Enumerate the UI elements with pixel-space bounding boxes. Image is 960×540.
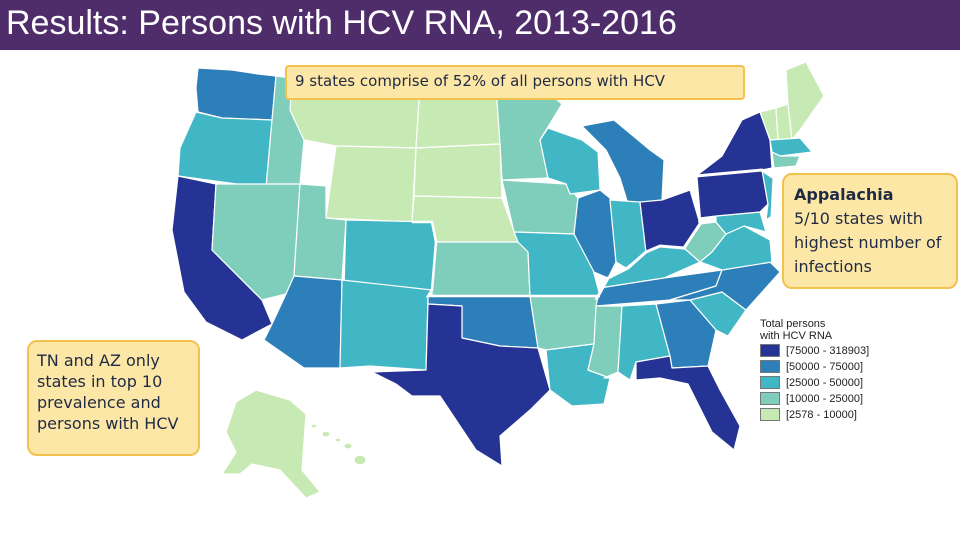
state-north-carolina (669, 261, 781, 311)
map-legend: Total persons with HCV RNA [75000 - 3189… (760, 318, 930, 422)
callout-tn-az: TN and AZ only states in top 10 prevalen… (27, 340, 200, 456)
state-kansas (431, 241, 531, 297)
legend-item: [10000 - 25000] (760, 391, 930, 406)
state-wisconsin (539, 127, 601, 195)
slide-title: Results: Persons with HCV RNA, 2013-2016 (6, 4, 677, 42)
legend-label: [75000 - 318903] (786, 344, 870, 357)
legend-item: [25000 - 50000] (760, 375, 930, 390)
legend-swatch (760, 392, 780, 405)
title-bar: Results: Persons with HCV RNA, 2013-2016 (0, 0, 960, 50)
state-texas (371, 303, 551, 467)
state-alaska (221, 389, 321, 499)
state-washington (195, 67, 277, 121)
callout-appalachia-body: 5/10 states with highest number of infec… (794, 209, 942, 276)
legend-swatch (760, 376, 780, 389)
state-new-mexico (339, 279, 433, 371)
state-colorado (343, 219, 437, 291)
legend-item: [50000 - 75000] (760, 359, 930, 374)
state-oregon (177, 111, 273, 189)
state-new-york (695, 111, 773, 177)
state-hawaii (310, 423, 367, 466)
legend-label: [25000 - 50000] (786, 376, 864, 389)
callout-appalachia-title: Appalachia (794, 185, 894, 204)
legend-title-line1: Total persons (760, 318, 826, 330)
legend-swatch (760, 408, 780, 421)
legend-swatch (760, 360, 780, 373)
legend-label: [2578 - 10000] (786, 408, 857, 421)
legend-swatch (760, 344, 780, 357)
state-illinois (573, 189, 617, 279)
us-hcv-choropleth-map (171, 61, 825, 499)
callout-tn-az-text: TN and AZ only states in top 10 prevalen… (37, 351, 179, 433)
legend-title-line2: with HCV RNA (760, 330, 833, 342)
callout-top-states: 9 states comprise of 52% of all persons … (285, 65, 745, 100)
state-massachusetts (769, 137, 813, 157)
state-iowa (501, 179, 579, 235)
state-south-dakota (413, 143, 503, 199)
state-florida (635, 355, 741, 451)
legend-item: [75000 - 318903] (760, 343, 930, 358)
state-virginia (699, 225, 773, 271)
legend-label: [10000 - 25000] (786, 392, 864, 405)
state-arkansas (529, 295, 601, 351)
state-pennsylvania (695, 169, 769, 219)
appalachia-outline (594, 168, 776, 301)
callout-top-text: 9 states comprise of 52% of all persons … (295, 72, 666, 90)
state-maine (785, 61, 825, 141)
callout-appalachia: Appalachia 5/10 states with highest numb… (782, 173, 958, 289)
legend-item: [2578 - 10000] (760, 407, 930, 422)
legend-label: [50000 - 75000] (786, 360, 864, 373)
central-region-outline (412, 220, 600, 298)
state-connecticut-ri (771, 151, 801, 169)
state-wyoming (325, 145, 417, 223)
